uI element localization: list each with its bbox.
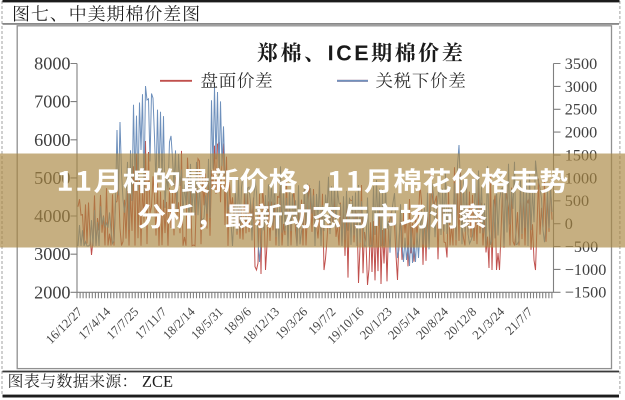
svg-text:2000: 2000 xyxy=(565,124,597,142)
svg-text:3500: 3500 xyxy=(565,55,597,73)
svg-text:7000: 7000 xyxy=(34,92,70,112)
svg-text:2500: 2500 xyxy=(565,101,597,119)
svg-text:2000: 2000 xyxy=(34,282,70,302)
svg-text:6000: 6000 xyxy=(34,130,70,150)
svg-text:8000: 8000 xyxy=(34,54,70,74)
svg-text:3000: 3000 xyxy=(34,244,70,264)
svg-text:−1500: −1500 xyxy=(565,284,607,302)
svg-text:−1000: −1000 xyxy=(565,261,607,279)
svg-text:3000: 3000 xyxy=(565,78,597,96)
